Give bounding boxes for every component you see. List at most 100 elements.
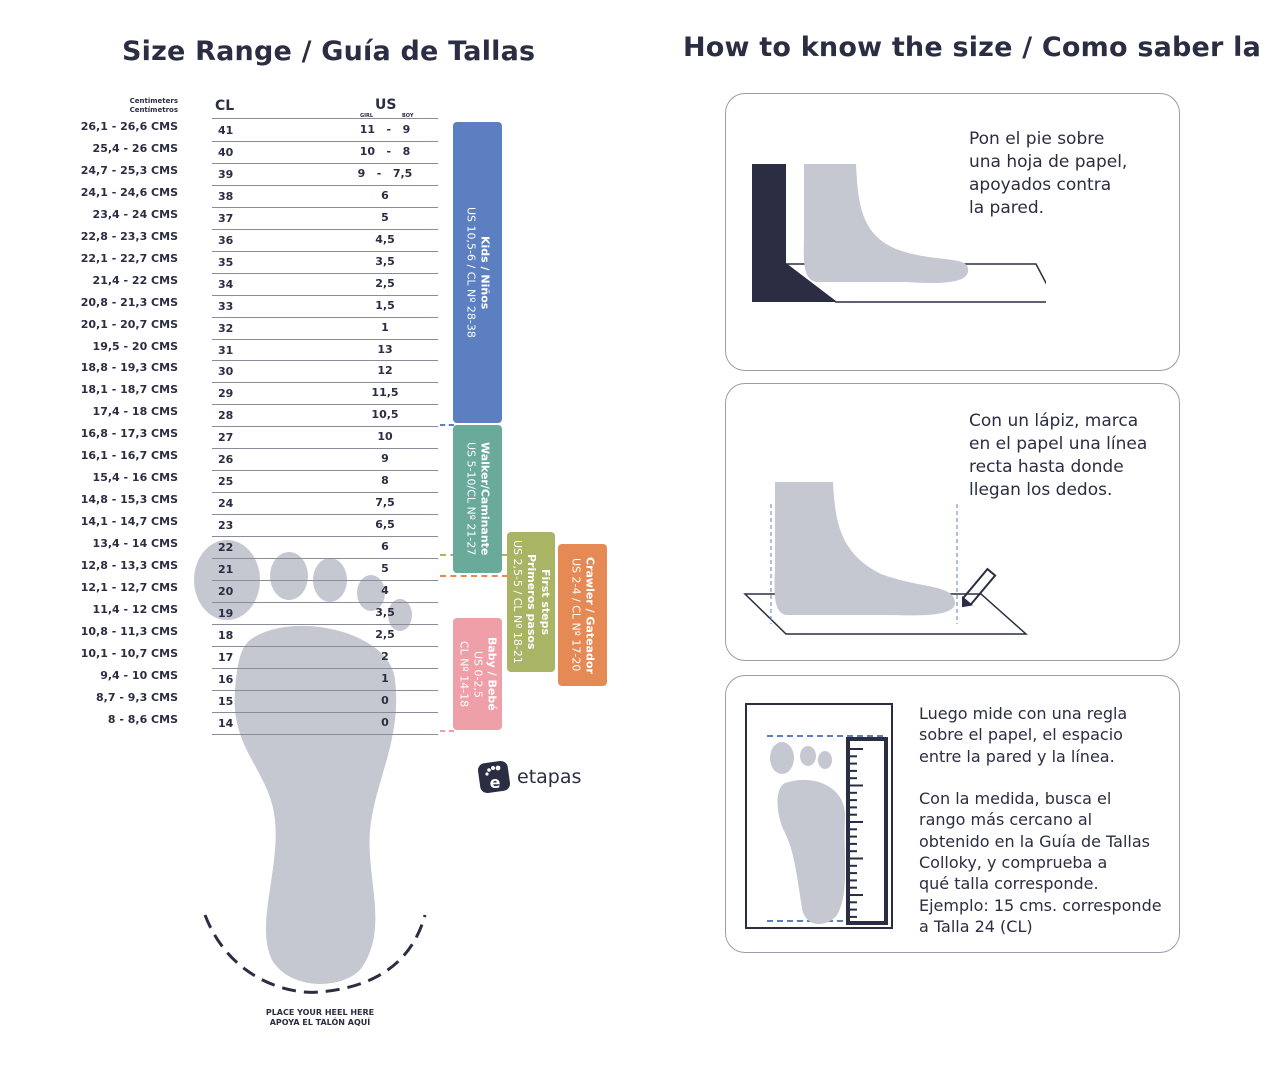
step-3-panel: Luego mide con una regla sobre el papel,… [725,675,1180,953]
row-divider [212,382,438,384]
cm-range: 8,7 - 9,3 CMS [96,690,178,704]
us-size: 2 [381,649,389,663]
us-size: 10 [377,430,393,444]
cl-size: 36 [218,233,234,247]
cm-range: 12,1 - 12,7 CMS [80,580,178,594]
us-size: 1 [381,671,389,685]
cm-range: 24,1 - 24,6 CMS [80,185,178,199]
cm-range: 11,4 - 12 CMS [92,602,178,616]
cl-size: 14 [218,716,234,730]
cm-range: 20,1 - 20,7 CMS [80,317,178,331]
us-size: 8 [381,474,389,488]
cm-range: 26,1 - 26,6 CMS [80,120,178,133]
us-size: 11,5 [371,386,399,400]
heel-text-en: PLACE YOUR HEEL HERE [265,1008,375,1017]
header-divider [212,118,438,119]
cl-size: 37 [218,211,234,225]
cl-size: 34 [218,277,234,291]
baby-band-range: US 0-2,5 [471,650,485,698]
cl-size: 25 [218,475,234,489]
row-divider [212,623,438,625]
row-divider [212,536,438,538]
row-divider [212,140,438,142]
heel-text-es: APOYA EL TALÓN AQUÍ [269,1018,371,1027]
cl-size: 16 [218,672,234,686]
cl-size: 18 [218,628,234,642]
row-divider [212,470,438,472]
cm-header: Centimeters Centímetros [118,97,178,115]
cm-range: 10,1 - 10,7 CMS [80,646,178,660]
us-size: 9 - 7,5 [357,166,413,180]
kids-band: Kids / Niños US 10,5-6 / CL Nº 28-38 [453,122,502,423]
cl-size: 23 [218,519,234,533]
walker-band-name: Walker/Caminante [478,442,492,556]
baby-band: Baby / Bebé US 0-2,5 CL Nº 14-18 [453,618,502,730]
cl-size: 19 [218,606,234,620]
us-size: 0 [381,715,389,729]
crawler-band-name: Crawler / Gateador [583,556,597,674]
etapas-logo-icon: e [477,760,511,794]
cm-range: 14,1 - 14,7 CMS [80,515,178,529]
foot-marking-illustration [743,482,1028,635]
cm-range: 25,4 - 26 CMS [92,141,178,155]
row-divider [212,184,438,186]
cl-size: 22 [218,541,234,555]
kids-divider [440,424,454,426]
row-divider [212,667,438,669]
cl-size: 31 [218,343,234,357]
row-divider [212,689,438,691]
cl-size: 40 [218,145,234,159]
cm-range: 8 - 8,6 CMS [107,712,178,726]
cm-header-es: Centímetros [129,106,178,114]
us-girl-label: GIRL [360,113,374,119]
cm-range: 22,8 - 23,3 CMS [80,229,178,243]
baby-band-name: Baby / Bebé [485,637,499,711]
walker-band-range: US 5-10/CL Nº 21-27 [464,442,478,556]
us-size: 11 - 9 [359,123,411,136]
cm-range: 24,7 - 25,3 CMS [80,163,178,177]
etapas-logo: e etapas [477,760,581,794]
cl-header: CL [215,98,235,114]
cl-size: 15 [218,694,234,708]
cl-size: 21 [218,563,234,576]
cl-size: 41 [218,124,234,137]
cm-range: 18,1 - 18,7 CMS [80,383,178,397]
step-1-panel: Pon el pie sobre una hoja de papel, apoy… [725,93,1180,371]
crawler-band: Crawler / Gateador US 2-4 / CL Nº 17-20 [558,544,607,686]
us-size: 12 [377,364,393,378]
cm-range: 23,4 - 24 CMS [92,207,178,221]
cm-range: 20,8 - 21,3 CMS [80,295,178,309]
first-steps-band-name: First steps [539,568,552,636]
crawler-divider [440,575,508,577]
cl-size: 27 [218,431,234,445]
row-divider [212,733,438,735]
us-size: 4,5 [375,232,395,246]
cm-range: 15,4 - 16 CMS [92,471,178,485]
cm-range: 17,4 - 18 CMS [92,405,178,419]
us-size: 10 - 8 [359,144,411,158]
us-size: 1 [381,320,389,334]
us-header: US [375,97,397,113]
row-divider [212,645,438,647]
cl-size: 38 [218,189,234,203]
us-size: 4 [381,583,389,597]
cl-size: 24 [218,497,234,511]
how-to-title: How to know the size / Como saber la tal… [683,32,1268,63]
us-size: 3,5 [375,605,395,619]
row-divider [212,206,438,208]
etapas-logo-text: etapas [517,766,582,788]
cm-header-en: Centimeters [129,97,178,105]
us-size: 10,5 [371,408,399,422]
cm-range: 18,8 - 19,3 CMS [80,361,178,375]
us-size: 7,5 [375,496,395,510]
cl-size: 20 [218,584,234,598]
walker-band: Walker/Caminante US 5-10/CL Nº 21-27 [453,425,502,573]
us-size: 3,5 [375,254,395,268]
us-size: 6 [381,188,389,202]
step-2-panel: Con un lápiz, marca en el papel una líne… [725,383,1180,661]
row-divider [212,162,438,164]
cm-range: 14,8 - 15,3 CMS [80,493,178,507]
row-divider [212,558,438,559]
cm-range: 13,4 - 14 CMS [92,537,178,551]
